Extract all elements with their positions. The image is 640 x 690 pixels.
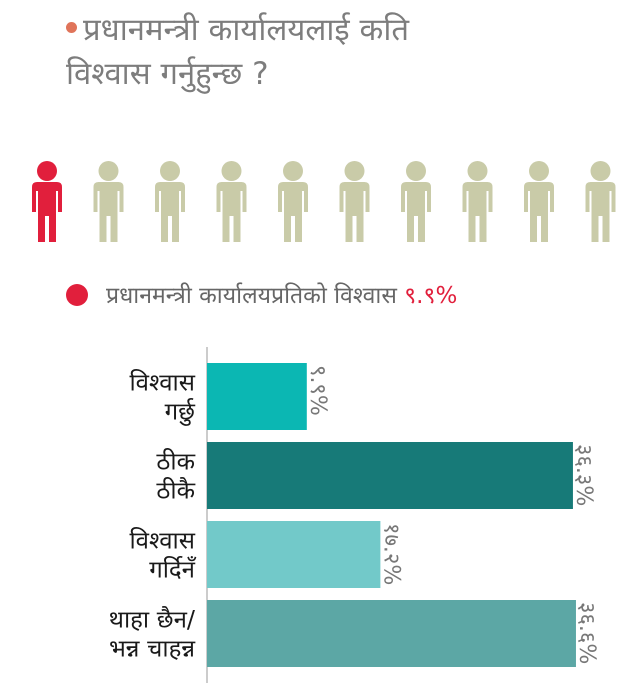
category-label: विश्वास गर्दिनँ bbox=[129, 527, 197, 584]
category-label-line: ठीक bbox=[156, 448, 195, 476]
person-icon bbox=[401, 161, 431, 242]
person-icon bbox=[524, 161, 554, 242]
bar-chart: विश्वास गर्छु ९.९%ठीक ठीकै ३६.३%विश्वास गर्दि… bbox=[109, 347, 599, 683]
category-label-line: थाहा छैन/ bbox=[109, 606, 196, 634]
legend-dot-icon bbox=[66, 283, 88, 306]
bar bbox=[207, 442, 573, 509]
category-label-line: गर्छु bbox=[165, 398, 197, 427]
category-label-line: ठीकै bbox=[156, 477, 195, 505]
person-pictogram bbox=[32, 161, 616, 242]
legend-value: ९.९% bbox=[404, 283, 458, 309]
category-label-line: गर्दिनँ bbox=[149, 556, 197, 584]
person-icon bbox=[278, 161, 308, 242]
category-label: थाहा छैन/भन्न चाहन्न bbox=[109, 606, 197, 663]
value-label: ३६.६% bbox=[574, 602, 599, 664]
category-label: विश्वास गर्छु bbox=[129, 369, 196, 427]
value-label: ९.९% bbox=[305, 365, 330, 416]
title-line-2: विश्वास गर्नुहुन्छ ? bbox=[66, 56, 269, 92]
bar bbox=[207, 600, 576, 667]
person-icon-highlighted bbox=[32, 161, 62, 242]
person-icon bbox=[93, 161, 124, 242]
category-label-line: भन्न चाहन्न bbox=[109, 635, 196, 663]
category-label-line: विश्वास bbox=[129, 527, 195, 555]
title-line-1: प्रधानमन्त्री कार्यालयलाई कति bbox=[66, 8, 606, 52]
person-icon bbox=[462, 161, 493, 242]
category-label-line: विश्वास bbox=[129, 369, 195, 397]
legend: प्रधानमन्त्री कार्यालयप्रतिको विश्वास ९.… bbox=[66, 276, 626, 316]
person-icon bbox=[585, 161, 616, 242]
legend-label: प्रधानमन्त्री कार्यालयप्रतिको विश्वास bbox=[106, 283, 397, 309]
category-label: ठीक ठीकै bbox=[156, 448, 195, 505]
person-icon bbox=[216, 161, 247, 242]
bar bbox=[207, 363, 307, 430]
chart-title: प्रधानमन्त्री कार्यालयलाई कति विश्वास गर… bbox=[66, 8, 606, 96]
value-label: ३६.३% bbox=[571, 444, 596, 506]
person-icon bbox=[339, 161, 370, 242]
value-label: १७.२% bbox=[378, 523, 403, 585]
title-bullet-icon bbox=[66, 22, 77, 33]
person-icon bbox=[155, 161, 185, 242]
bar bbox=[207, 521, 381, 588]
